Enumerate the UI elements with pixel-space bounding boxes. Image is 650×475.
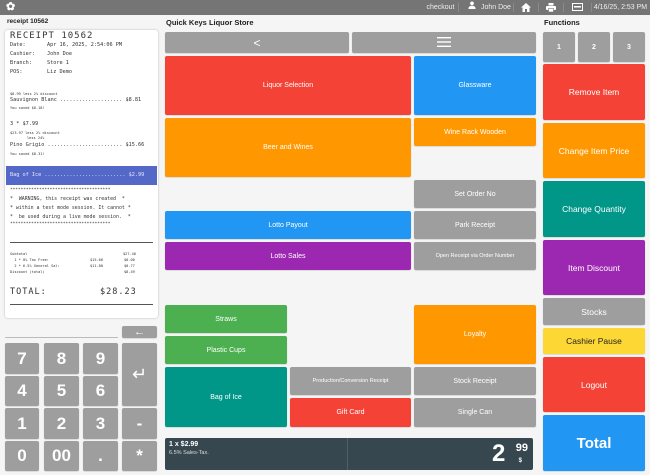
app-logo-icon: ✿ xyxy=(6,1,16,13)
quick-key-liquor-selection[interactable]: Liquor Selection xyxy=(165,56,411,115)
key-7[interactable]: 7 xyxy=(5,343,39,374)
receipt-item-qty: 3 * $7.99 xyxy=(10,121,39,127)
receipt-warning-line: ************************************** xyxy=(10,222,111,227)
receipt-total-label: TOTAL: xyxy=(10,287,47,297)
key-6[interactable]: 6 xyxy=(83,376,118,406)
enter-button[interactable]: ↵ xyxy=(122,343,157,406)
remove-item-button[interactable]: Remove Item xyxy=(543,64,645,120)
key-1[interactable]: 1 xyxy=(5,408,39,439)
quick-key-stock-receipt[interactable]: Stock Receipt xyxy=(414,367,536,395)
key-multiply[interactable]: * xyxy=(122,441,157,471)
key-decimal[interactable]: . xyxy=(83,441,118,471)
user-menu[interactable]: John Doe xyxy=(462,0,517,15)
receipt-warning-line: ************************************** xyxy=(10,188,111,193)
receipt-meta-pos: POS: Liz Demo xyxy=(10,69,72,75)
quick-key-park-receipt[interactable]: Park Receipt xyxy=(414,211,536,239)
receipt-item-note: less 24% xyxy=(27,136,45,140)
key-2[interactable]: 2 xyxy=(44,408,79,439)
receipt-item-selected[interactable]: Bag of Ice .......................... $2… xyxy=(6,166,157,185)
key-00[interactable]: 00 xyxy=(44,441,79,471)
quick-key-set-order-no[interactable]: Set Order No xyxy=(414,180,536,208)
receipt-warning-line: * within a test mode session. It cannot … xyxy=(10,205,131,211)
receipt-panel-title: receipt 10562 xyxy=(7,18,49,25)
amount-cents: 99 xyxy=(515,442,528,454)
quick-key-loyalty[interactable]: Loyalty xyxy=(414,305,536,364)
quick-key-lotto-payout[interactable]: Lotto Payout xyxy=(165,211,411,239)
datetime: 4/16/25, 2:53 PM xyxy=(593,4,648,11)
quick-key-single-can[interactable]: Single Can xyxy=(414,398,536,427)
stocks-button[interactable]: Stocks xyxy=(543,298,645,325)
receipt-summary-row: Subtotal $27.46 xyxy=(10,252,136,256)
key-5[interactable]: 5 xyxy=(44,376,79,406)
receipt-preview[interactable]: RECEIPT 10562 Date: Apr 16, 2025, 2:54:06… xyxy=(5,30,158,318)
item-tax: 6.5% Sales-Tax. xyxy=(169,450,209,456)
quick-keys-back-button[interactable]: < xyxy=(165,32,349,53)
key-3[interactable]: 3 xyxy=(83,408,118,439)
key-0[interactable]: 0 xyxy=(5,441,39,471)
cashier-pause-button[interactable]: Cashier Pause xyxy=(543,328,645,354)
receipt-divider xyxy=(10,242,153,243)
item-amount: 2 99 $ xyxy=(492,440,528,468)
change-item-price-button[interactable]: Change Item Price xyxy=(543,123,645,178)
quick-key-beer-and-wines[interactable]: Beer and Wines xyxy=(165,118,411,177)
receipt-item-note: $8.99 less 2% discount xyxy=(10,92,58,96)
user-name: John Doe xyxy=(480,4,511,11)
receipt-meta-branch: Branch: Store 1 xyxy=(10,60,69,66)
user-icon xyxy=(468,0,476,15)
quick-key-glassware[interactable]: Glassware xyxy=(414,56,536,115)
receipt-divider xyxy=(10,304,153,305)
receipt-summary-row: 1 * 0% Tax Free: $15.66 $0.00 xyxy=(10,258,135,262)
quick-key-bag-of-ice[interactable]: Bag of Ice xyxy=(165,367,287,427)
quick-key-plastic-cups[interactable]: Plastic Cups xyxy=(165,336,287,364)
receipt-summary-row: 2 * 6.5% General Sal: $11.80 $0.77 xyxy=(10,264,135,268)
key-4[interactable]: 4 xyxy=(5,376,39,406)
receipt-item-saved: You saved $8.31! xyxy=(10,152,45,156)
key-9[interactable]: 9 xyxy=(83,343,118,374)
mode-label: checkout xyxy=(426,4,455,11)
receipt-item-note: $23.97 less 2% discount xyxy=(10,131,60,135)
quick-key-open-receipt-via-order-number[interactable]: Open Receipt via Order Number xyxy=(414,242,536,270)
receipt-heading: RECEIPT 10562 xyxy=(10,31,94,41)
receipt-meta-date: Date: Apr 16, 2025, 2:54:06 PM xyxy=(10,42,122,48)
printer-icon[interactable] xyxy=(540,0,562,15)
receipt-item-line[interactable]: Pino Grigio ........................ $15… xyxy=(10,142,145,148)
functions-page-2[interactable]: 2 xyxy=(578,32,610,62)
receipt-item-saved: You saved $0.18! xyxy=(10,106,45,110)
amount-currency: $ xyxy=(518,458,522,464)
quick-key-production-conversion-receipt[interactable]: Production/Conversion Receipt xyxy=(290,367,411,395)
top-bar: ✿ checkout John Doe 4/16/25, 2:53 PM xyxy=(0,0,650,15)
logout-button[interactable]: Logout xyxy=(543,357,645,412)
receipt-item-line[interactable]: Sauvignon Blanc .................... $8.… xyxy=(10,97,142,103)
receipt-warning-line: * be used during a live mode session. * xyxy=(10,214,131,220)
receipt-meta-cashier: Cashier: John Doe xyxy=(10,51,72,57)
backspace-button[interactable]: ← xyxy=(122,326,157,338)
quick-key-lotto-sales[interactable]: Lotto Sales xyxy=(165,242,411,270)
functions-page-3[interactable]: 3 xyxy=(613,32,645,62)
functions-page-1[interactable]: 1 xyxy=(543,32,575,62)
functions-title: Functions xyxy=(544,18,580,27)
keypad-input-display[interactable] xyxy=(5,337,118,338)
change-quantity-button[interactable]: Change Quantity xyxy=(543,181,645,237)
receipt-total-value: $28.23 xyxy=(100,287,137,297)
receipt-summary-row: Discount (total) $8.49 xyxy=(10,270,135,274)
quick-keys-title: Quick Keys Liquor Store xyxy=(166,18,254,27)
item-qty-price: 1 x $2.99 xyxy=(169,441,199,448)
quick-key-gift-card[interactable]: Gift Card xyxy=(290,398,411,427)
quick-key-wine-rack-wooden[interactable]: Wine Rack Wooden xyxy=(414,118,536,146)
key-minus[interactable]: - xyxy=(122,408,157,439)
amount-integer: 2 xyxy=(492,440,506,467)
current-item-total-bar: 1 x $2.99 6.5% Sales-Tax. 2 99 $ xyxy=(165,438,533,470)
quick-keys-menu-button[interactable] xyxy=(352,32,536,53)
menu-icon xyxy=(437,36,451,49)
receipt-warning-line: * WARNING, this receipt was created * xyxy=(10,196,125,202)
quick-key-straws[interactable]: Straws xyxy=(165,305,287,333)
home-icon[interactable] xyxy=(515,0,537,15)
key-8[interactable]: 8 xyxy=(44,343,79,374)
item-discount-button[interactable]: Item Discount xyxy=(543,240,645,295)
total-button[interactable]: Total xyxy=(543,415,645,471)
cash-drawer-icon[interactable] xyxy=(566,0,588,15)
